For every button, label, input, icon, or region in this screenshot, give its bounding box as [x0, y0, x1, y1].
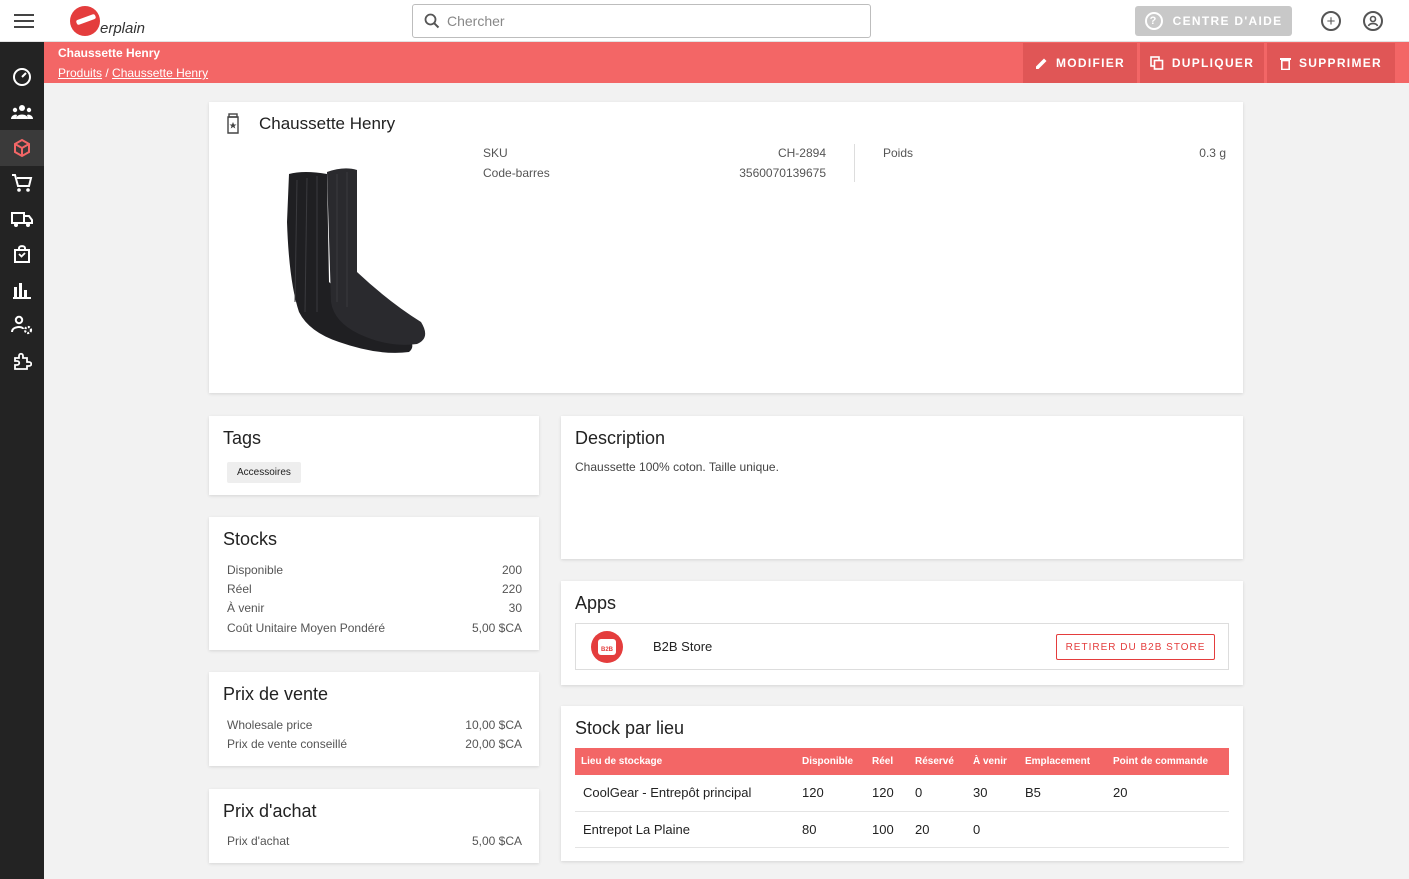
purchase-price-row: Prix d'achat 5,00 $CA — [227, 834, 522, 848]
column-header[interactable]: À venir — [967, 748, 1019, 775]
delivery-icon[interactable] — [0, 201, 44, 237]
dashboard-icon[interactable] — [0, 59, 44, 95]
description-title: Description — [575, 428, 666, 448]
stock-real-row: Réel 220 — [227, 582, 522, 596]
column-header[interactable]: Lieu de stockage — [575, 748, 796, 775]
products-icon[interactable] — [0, 130, 44, 166]
barcode-row: Code-barres 3560070139675 — [483, 166, 826, 180]
search-input[interactable] — [447, 13, 870, 29]
table-row[interactable]: Entrepot La Plaine 80 100 20 0 — [575, 811, 1229, 848]
b2b-store-icon: B2B — [591, 631, 623, 663]
stocks-card: Stocks Disponible 200 Réel 220 À venir 30 C… — [209, 517, 539, 650]
app-name: B2B Store — [653, 639, 713, 654]
app-row: B2B B2B Store RETIRER DU B2B STORE — [575, 623, 1229, 670]
users-settings-icon[interactable] — [0, 308, 44, 344]
edit-button[interactable]: MODIFIER — [1023, 43, 1137, 83]
delete-button[interactable]: SUPPRIMER — [1267, 43, 1395, 83]
pencil-icon — [1035, 58, 1047, 69]
sales-icon[interactable] — [0, 166, 44, 202]
table-header-row: Lieu de stockage Disponible Réel Réservé… — [575, 748, 1229, 775]
stock-incoming-row: À venir 30 — [227, 601, 522, 615]
description-card: Description Chaussette 100% coton. Taill… — [561, 416, 1243, 559]
apps-title: Apps — [575, 593, 617, 613]
wholesale-price-row: Wholesale price 10,00 $CA — [227, 718, 522, 732]
duplicate-button[interactable]: DUPLIQUER — [1140, 43, 1264, 83]
column-header[interactable]: Réel — [866, 748, 909, 775]
account-icon[interactable] — [1363, 11, 1383, 31]
sale-price-card: Prix de vente Wholesale price 10,00 $CA P… — [209, 672, 539, 766]
sku-row: SKU CH-2894 — [483, 146, 826, 160]
trash-icon — [1279, 57, 1291, 70]
search-box[interactable] — [412, 4, 871, 38]
reports-icon[interactable] — [0, 272, 44, 308]
sidebar — [0, 42, 44, 879]
customers-icon[interactable] — [0, 95, 44, 131]
column-header[interactable]: Point de commande — [1107, 748, 1229, 775]
stocks-title: Stocks — [223, 529, 278, 549]
product-card: Chaussette Henry SKU CH-2894 Code-barres 3… — [209, 102, 1243, 393]
help-center-button[interactable]: ? CENTRE D'AIDE — [1135, 6, 1292, 36]
product-image — [287, 168, 426, 353]
product-icon — [227, 113, 239, 134]
stock-by-location-title: Stock par lieu — [575, 718, 685, 738]
purchase-price-title: Prix d'achat — [223, 801, 317, 821]
product-name: Chaussette Henry — [259, 114, 396, 133]
weight-row: Poids 0.3 g — [883, 146, 1226, 160]
search-icon — [424, 13, 440, 29]
tags-card: Tags Accessoires — [209, 416, 539, 495]
description-text: Chaussette 100% coton. Taille unique. — [575, 460, 779, 474]
page-header: Chaussette Henry Produits / Chaussette H… — [44, 42, 1409, 83]
stock-by-location-card: Stock par lieu Lieu de stockage Disponib… — [561, 706, 1243, 861]
breadcrumb-current[interactable]: Chaussette Henry — [112, 66, 209, 80]
remove-from-b2b-button[interactable]: RETIRER DU B2B STORE — [1056, 634, 1215, 660]
retail-price-row: Prix de vente conseillé 20,00 $CA — [227, 737, 522, 751]
breadcrumb-products[interactable]: Produits — [58, 66, 103, 80]
menu-icon[interactable] — [14, 12, 34, 30]
column-header[interactable]: Disponible — [796, 748, 866, 775]
question-icon: ? — [1144, 12, 1163, 30]
tags-title: Tags — [223, 428, 262, 448]
copy-icon — [1150, 56, 1164, 70]
purchase-price-card: Prix d'achat Prix d'achat 5,00 $CA — [209, 789, 539, 863]
sale-price-title: Prix de vente — [223, 684, 329, 704]
top-bar: erplain ? CENTRE D'AIDE + — [0, 0, 1409, 42]
divider — [854, 144, 855, 182]
column-header[interactable]: Emplacement — [1019, 748, 1107, 775]
apps-icon[interactable] — [0, 343, 44, 379]
add-icon[interactable]: + — [1321, 11, 1341, 31]
stock-available-row: Disponible 200 — [227, 563, 522, 577]
stock-avg-cost-row: Coût Unitaire Moyen Pondéré 5,00 $CA — [227, 621, 522, 635]
erplain-logo[interactable]: erplain — [70, 6, 145, 37]
tag-chip[interactable]: Accessoires — [227, 462, 301, 483]
table-row[interactable]: CoolGear - Entrepôt principal 120 120 0 30 B5… — [575, 775, 1229, 812]
apps-card: Apps B2B B2B Store RETIRER DU B2B STORE — [561, 581, 1243, 685]
purchases-icon[interactable] — [0, 237, 44, 273]
breadcrumb: Produits / Chaussette Henry — [58, 66, 209, 80]
column-header[interactable]: Réservé — [909, 748, 967, 775]
stock-location-table: Lieu de stockage Disponible Réel Réservé… — [575, 748, 1229, 848]
page-title: Chaussette Henry — [58, 46, 161, 60]
